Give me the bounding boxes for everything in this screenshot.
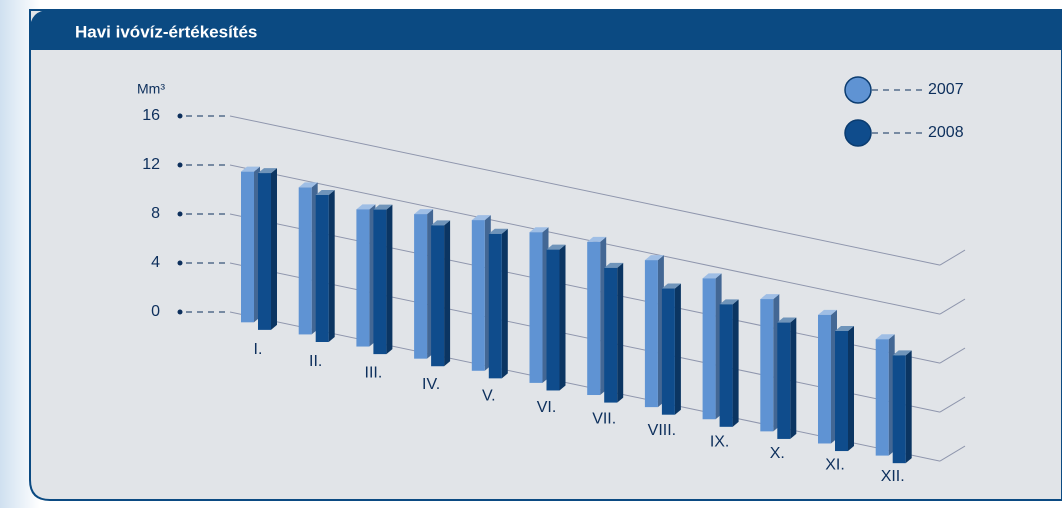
bar-top xyxy=(875,334,895,340)
x-tick-label: VI. xyxy=(537,399,557,416)
bar xyxy=(818,314,831,444)
x-tick-label: II. xyxy=(309,353,322,370)
bar xyxy=(431,225,445,367)
bar xyxy=(298,187,312,335)
bar-top xyxy=(661,283,681,289)
bar-top xyxy=(644,255,664,261)
x-tick-label: III. xyxy=(365,364,383,381)
bar xyxy=(546,249,560,391)
legend-label: 2008 xyxy=(928,124,964,141)
y-tick-label: 8 xyxy=(151,205,160,222)
legend-swatch xyxy=(844,119,872,147)
bar xyxy=(529,232,543,383)
bar-top xyxy=(488,228,508,234)
bar-top xyxy=(414,209,434,215)
bar-side xyxy=(905,350,912,464)
bar-top xyxy=(777,317,797,323)
legend-swatch xyxy=(844,76,872,104)
bar-top xyxy=(835,326,854,331)
bar xyxy=(315,194,329,342)
bar xyxy=(488,233,502,379)
tick-dot xyxy=(177,260,183,266)
legend-label: 2007 xyxy=(928,81,964,98)
y-tick-label: 16 xyxy=(142,107,160,124)
header xyxy=(30,10,1062,50)
x-tick-label: X. xyxy=(770,445,785,462)
bar-top xyxy=(258,168,277,174)
x-tick-label: XII. xyxy=(881,468,905,485)
bar-side xyxy=(328,189,335,342)
bar-side xyxy=(501,228,508,379)
bar-top xyxy=(546,244,566,250)
bar xyxy=(414,214,428,359)
x-tick-label: IV. xyxy=(422,376,440,393)
tick-dot xyxy=(177,113,183,119)
bar-top xyxy=(760,294,780,300)
chart-title: Havi ivóvíz-értékesítés xyxy=(75,22,257,41)
bar-side xyxy=(790,317,797,439)
grid-line xyxy=(229,164,941,315)
bar xyxy=(604,267,618,403)
x-tick-label: IX. xyxy=(710,434,730,451)
bar-top xyxy=(529,227,549,233)
bar-top xyxy=(356,204,376,210)
bar-top xyxy=(373,204,393,210)
bar-side xyxy=(559,244,566,391)
bar-side xyxy=(674,283,681,415)
bar-top xyxy=(315,189,335,195)
x-tick-label: XI. xyxy=(825,457,845,474)
bar-top xyxy=(818,309,837,315)
tick-dot xyxy=(177,309,183,315)
y-tick-label: 12 xyxy=(142,156,160,173)
side-grid-line xyxy=(939,298,966,315)
side-grid-line xyxy=(939,249,966,266)
tick-dot xyxy=(177,162,183,168)
bar xyxy=(587,241,601,396)
x-tick-label: VII. xyxy=(592,410,616,427)
y-tick-label: 0 xyxy=(151,303,160,320)
x-tick-label: VIII. xyxy=(648,422,676,439)
bar xyxy=(644,260,658,408)
x-tick-label: I. xyxy=(254,341,263,358)
bar xyxy=(702,278,716,420)
grid-line xyxy=(229,115,941,266)
y-tick-label: 4 xyxy=(151,254,160,271)
bar-top xyxy=(241,166,260,172)
bar-top xyxy=(604,262,624,268)
bar xyxy=(471,220,485,371)
bar-top xyxy=(298,182,318,188)
side-grid-line xyxy=(939,396,966,413)
bar xyxy=(875,339,889,456)
bar-top xyxy=(719,299,739,305)
bar xyxy=(373,209,387,355)
bar-top xyxy=(702,273,722,279)
bar-side xyxy=(444,220,451,367)
bar-side xyxy=(386,204,393,355)
bar xyxy=(892,355,906,464)
bar-side xyxy=(848,326,854,452)
bar-top xyxy=(587,236,607,242)
bar xyxy=(760,299,774,432)
bar xyxy=(661,288,675,415)
tick-dot xyxy=(177,211,183,217)
bar-top xyxy=(431,220,451,226)
side-grid-line xyxy=(939,445,966,462)
bar-side xyxy=(617,262,624,403)
bar xyxy=(835,331,848,452)
y-axis-label: Mm³ xyxy=(137,81,165,97)
bar-top xyxy=(892,350,912,356)
side-grid-line xyxy=(939,347,966,364)
bar-top xyxy=(471,215,491,221)
bar-side xyxy=(732,299,739,427)
bar xyxy=(258,173,271,330)
bar xyxy=(777,322,791,439)
bar xyxy=(719,304,733,427)
x-tick-label: V. xyxy=(482,387,496,404)
bar xyxy=(356,209,370,347)
bar-side xyxy=(271,168,277,330)
bar xyxy=(241,171,254,323)
